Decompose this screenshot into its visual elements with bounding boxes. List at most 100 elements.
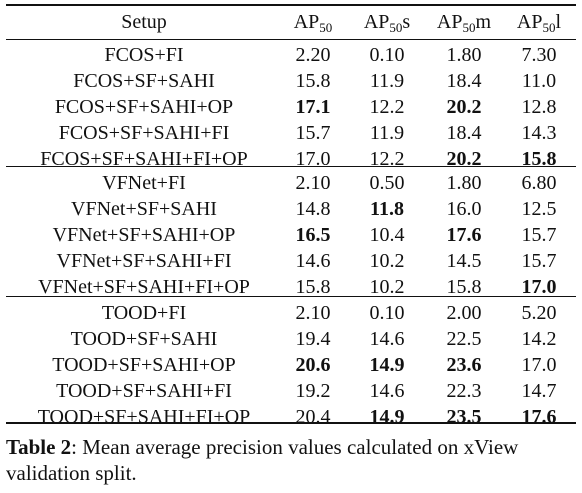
- cell-ap50: 17.1: [295, 96, 331, 118]
- cell-setup: TOOD+SF+SAHI: [70, 328, 218, 350]
- cell-ap50m: 1.80: [446, 44, 482, 66]
- cell-ap50m: 20.2: [446, 96, 482, 118]
- cell-ap50l: 12.8: [521, 96, 557, 118]
- cell-ap50: 14.8: [295, 198, 331, 220]
- cell-ap50: 2.20: [295, 44, 331, 66]
- cell-ap50: 19.4: [295, 328, 331, 350]
- cell-ap50: 19.2: [295, 380, 331, 402]
- table-row: FCOS+FI 2.20 0.10 1.80 7.30: [6, 42, 576, 68]
- group-divider: [6, 166, 576, 167]
- cell-ap50l: 15.7: [521, 250, 557, 272]
- cell-ap50: 14.6: [295, 250, 331, 272]
- cell-ap50m: 20.2: [446, 148, 482, 170]
- cell-ap50m: 18.4: [446, 122, 482, 144]
- cell-ap50s: 12.2: [369, 96, 405, 118]
- cell-ap50m: 17.6: [446, 224, 482, 246]
- header-ap50l: AP50l: [516, 11, 562, 35]
- table-row: VFNet+SF+SAHI+FI 14.6 10.2 14.5 15.7: [6, 248, 576, 274]
- cell-ap50l: 7.30: [521, 44, 557, 66]
- table-row: VFNet+SF+SAHI 14.8 11.8 16.0 12.5: [6, 196, 576, 222]
- cell-ap50l: 15.8: [521, 148, 557, 170]
- cell-ap50: 17.0: [295, 148, 331, 170]
- table-row: TOOD+SF+SAHI+FI+OP 20.4 14.9 23.5 17.6: [6, 404, 576, 430]
- header-ap50s: AP50s: [363, 11, 411, 35]
- cell-ap50l: 14.2: [521, 328, 557, 350]
- cell-ap50s: 11.8: [370, 198, 404, 220]
- table-row: VFNet+SF+SAHI+FI+OP 15.8 10.2 15.8 17.0: [6, 274, 576, 300]
- cell-ap50s: 10.4: [369, 224, 405, 246]
- cell-ap50m: 14.5: [446, 250, 482, 272]
- cell-ap50s: 14.6: [369, 380, 405, 402]
- cell-ap50m: 18.4: [446, 70, 482, 92]
- cell-setup: VFNet+SF+SAHI: [71, 198, 217, 220]
- table-row: TOOD+SF+SAHI+FI 19.2 14.6 22.3 14.7: [6, 378, 576, 404]
- cell-ap50s: 11.9: [369, 122, 405, 144]
- cell-setup: TOOD+SF+SAHI+FI+OP: [37, 406, 251, 428]
- cell-setup: FCOS+SF+SAHI+FI+OP: [40, 148, 248, 170]
- cell-ap50m: 22.3: [446, 380, 482, 402]
- cell-ap50l: 5.20: [521, 302, 557, 324]
- group-divider: [6, 296, 576, 297]
- cell-ap50: 2.10: [295, 172, 331, 194]
- cell-ap50m: 15.8: [446, 276, 482, 298]
- cell-ap50m: 23.6: [446, 354, 482, 376]
- cell-ap50s: 0.10: [369, 302, 405, 324]
- caption-label: Table 2: [6, 435, 72, 459]
- cell-ap50l: 17.6: [521, 406, 557, 428]
- caption-text: : Mean average precision values calculat…: [6, 435, 519, 485]
- cell-ap50s: 14.9: [369, 406, 405, 428]
- header-setup: Setup: [121, 11, 167, 33]
- header-row: Setup AP50 AP50s AP50m AP50l: [6, 4, 576, 38]
- cell-ap50l: 14.7: [521, 380, 557, 402]
- table-row: FCOS+SF+SAHI 15.8 11.9 18.4 11.0: [6, 68, 576, 94]
- header-rule: [6, 39, 576, 40]
- table-row: FCOS+SF+SAHI+FI+OP 17.0 12.2 20.2 15.8: [6, 146, 576, 172]
- cell-ap50s: 0.10: [369, 44, 405, 66]
- cell-ap50: 15.8: [295, 276, 331, 298]
- cell-ap50l: 12.5: [521, 198, 557, 220]
- table-row: TOOD+SF+SAHI 19.4 14.6 22.5 14.2: [6, 326, 576, 352]
- cell-ap50: 2.10: [295, 302, 331, 324]
- cell-setup: VFNet+SF+SAHI+OP: [52, 224, 236, 246]
- table-row: VFNet+FI 2.10 0.50 1.80 6.80: [6, 170, 576, 196]
- header-ap50m: AP50m: [436, 11, 492, 35]
- cell-ap50s: 14.9: [369, 354, 405, 376]
- table-row: FCOS+SF+SAHI+FI 15.7 11.9 18.4 14.3: [6, 120, 576, 146]
- cell-ap50m: 16.0: [446, 198, 482, 220]
- table-row: FCOS+SF+SAHI+OP 17.1 12.2 20.2 12.8: [6, 94, 576, 120]
- cell-ap50l: 11.0: [521, 70, 557, 92]
- cell-setup: TOOD+SF+SAHI+OP: [52, 354, 236, 376]
- table-row: TOOD+FI 2.10 0.10 2.00 5.20: [6, 300, 576, 326]
- cell-ap50s: 0.50: [369, 172, 405, 194]
- cell-ap50m: 23.5: [446, 406, 482, 428]
- cell-setup: FCOS+SF+SAHI+FI: [58, 122, 230, 144]
- top-rule: [6, 4, 576, 6]
- cell-ap50m: 2.00: [446, 302, 482, 324]
- cell-ap50s: 10.2: [369, 250, 405, 272]
- cell-ap50m: 22.5: [446, 328, 482, 350]
- cell-ap50: 15.8: [295, 70, 331, 92]
- cell-ap50m: 1.80: [446, 172, 482, 194]
- cell-ap50l: 17.0: [521, 354, 557, 376]
- cell-setup: FCOS+FI: [104, 44, 184, 66]
- cell-setup: VFNet+SF+SAHI+FI+OP: [38, 276, 250, 298]
- bottom-rule: [6, 422, 576, 424]
- cell-ap50s: 14.6: [369, 328, 405, 350]
- cell-setup: TOOD+FI: [101, 302, 187, 324]
- table-row: TOOD+SF+SAHI+OP 20.6 14.9 23.6 17.0: [6, 352, 576, 378]
- cell-ap50: 20.6: [295, 354, 331, 376]
- cell-ap50: 15.7: [295, 122, 331, 144]
- cell-ap50s: 10.2: [369, 276, 405, 298]
- cell-ap50l: 14.3: [521, 122, 557, 144]
- cell-setup: VFNet+SF+SAHI+FI: [56, 250, 232, 272]
- cell-setup: VFNet+FI: [102, 172, 186, 194]
- cell-ap50s: 11.9: [369, 70, 405, 92]
- cell-ap50l: 6.80: [521, 172, 557, 194]
- cell-ap50l: 15.7: [521, 224, 557, 246]
- cell-setup: FCOS+SF+SAHI: [73, 70, 215, 92]
- cell-ap50: 20.4: [295, 406, 331, 428]
- cell-setup: FCOS+SF+SAHI+OP: [54, 96, 234, 118]
- cell-ap50l: 17.0: [521, 276, 557, 298]
- cell-ap50: 16.5: [295, 224, 331, 246]
- table-caption: Table 2: Mean average precision values c…: [6, 434, 576, 486]
